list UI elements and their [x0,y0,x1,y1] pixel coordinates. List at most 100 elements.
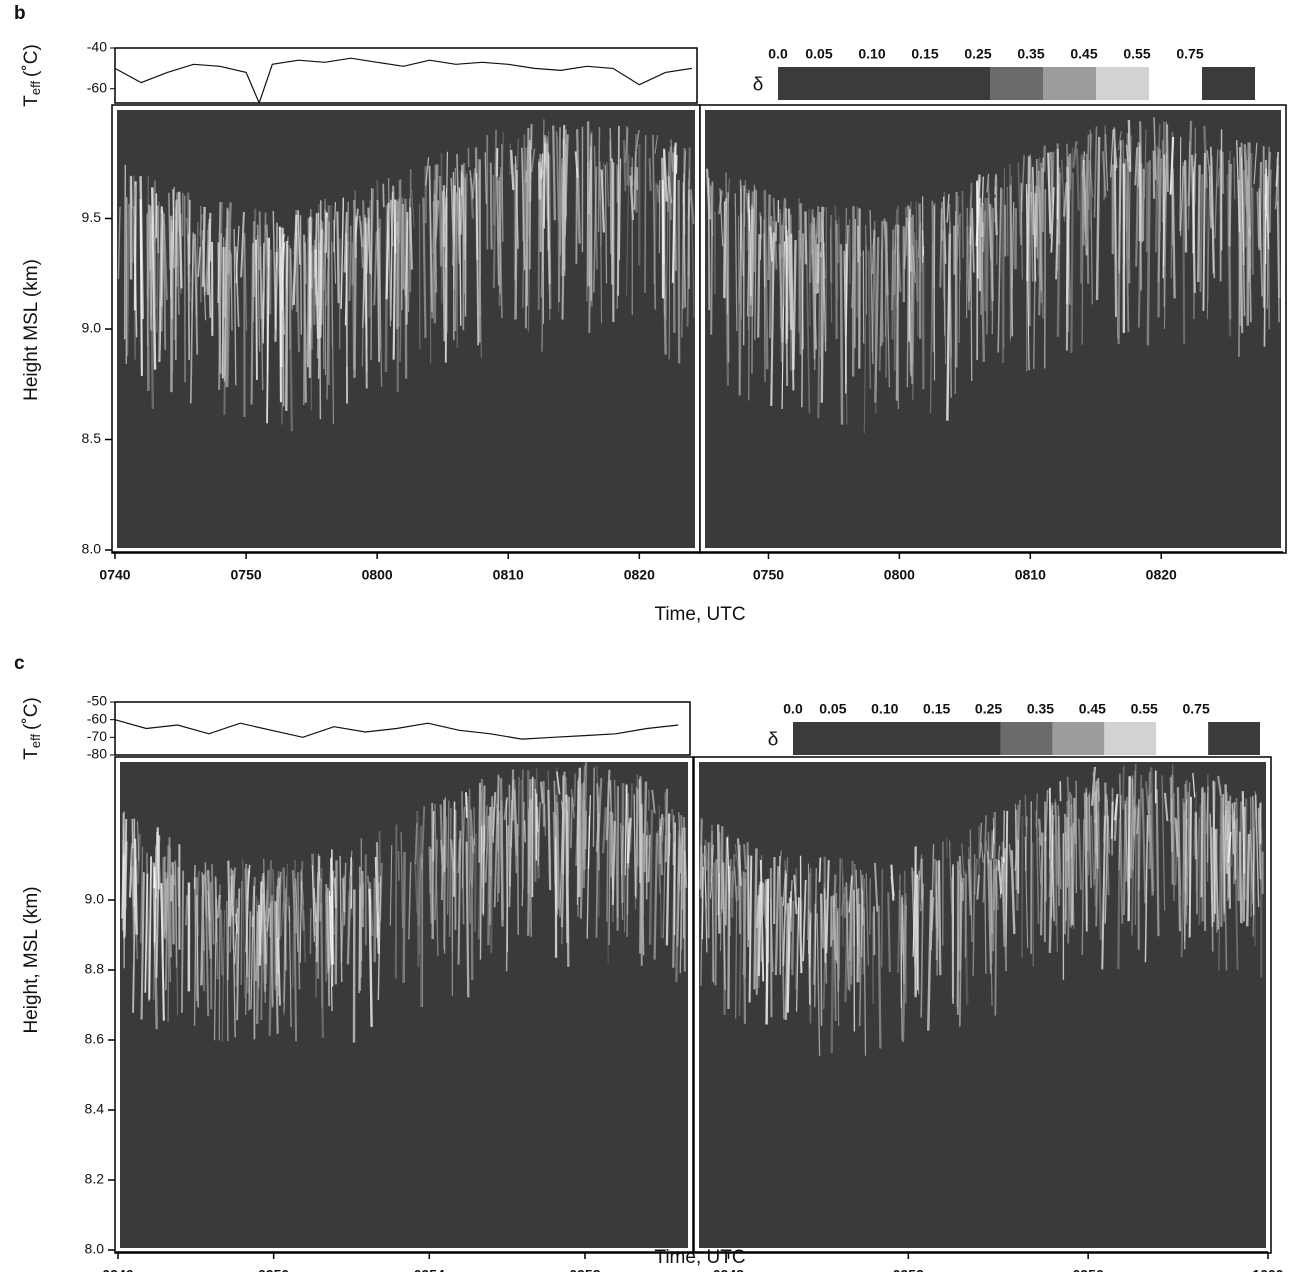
lidar-streak [1070,794,1075,929]
lidar-streak [499,778,504,920]
lidar-streak [815,206,820,238]
lidar-streak [575,167,578,264]
lidar-streak [1065,166,1069,351]
lidar-streak [710,842,714,877]
colorbar-segment [1104,722,1157,755]
lidar-streak [812,903,817,985]
lidar-streak [910,248,915,313]
lidar-streak [1127,119,1132,172]
lidar-streak [1090,815,1095,886]
lidar-streak [1233,156,1236,200]
lidar-streak [970,226,973,381]
lidar-streak [1118,795,1122,871]
lidar-streak [983,854,987,974]
temp-tick-label: -70 [87,728,107,744]
lidar-streak [609,140,612,255]
lidar-streak [358,890,361,994]
lidar-streak [139,176,144,319]
lidar-streak [1001,858,1006,947]
lidar-streak [739,179,744,277]
lidar-streak [216,894,221,919]
lidar-streak [223,207,229,382]
lidar-streak [282,867,288,971]
lidar-streak [453,801,456,897]
lidar-streak [274,901,279,1034]
lidar-streak [310,245,315,350]
lidar-streak [1206,150,1211,175]
lidar-streak [193,234,199,355]
lidar-streak [1227,150,1232,232]
colorbar-label: 0.55 [1123,46,1150,62]
lidar-streak [912,232,916,401]
lidar-streak [920,223,924,273]
lidar-streak [853,889,856,1032]
lidar-streak [1178,820,1182,896]
lidar-streak [900,896,903,1008]
lidar-streak [1103,125,1107,201]
x-tick-label: 0740 [99,567,130,583]
colorbar-segment [1052,722,1105,755]
lidar-streak [482,785,486,914]
lidar-streak [505,799,509,953]
lidar-streak [285,240,289,411]
lidar-streak [829,228,833,323]
lidar-streak [336,211,340,304]
lidar-streak [444,797,446,954]
lidar-streak [153,845,157,949]
lidar-streak [667,151,670,212]
lidar-streak [651,789,656,814]
lidar-streak [1162,154,1165,279]
lidar-streak [547,770,552,866]
lidar-streak [784,903,790,1020]
lidar-streak [136,821,140,861]
lidar-streak [863,908,867,1056]
colorbar-segment [1208,722,1260,755]
lidar-streak [1066,776,1071,838]
lidar-streak [1196,817,1201,891]
lidar-streak [189,232,195,404]
lidar-streak [140,872,145,1020]
lidar-streak [699,819,704,888]
lidar-streak [1153,117,1157,180]
lidar-streak [1093,792,1097,907]
lidar-streak [197,246,202,278]
lidar-streak [1117,818,1122,970]
colorbar-segment [990,67,1043,100]
lidar-streak [897,224,899,410]
lidar-streak [881,249,884,343]
lidar-streak [869,210,874,365]
lidar-streak [820,893,823,1026]
lidar-streak [735,885,738,1019]
lidar-streak [661,157,665,265]
lidar-streak [488,796,494,925]
lidar-streak [671,808,676,842]
lidar-streak [633,134,638,200]
lidar-streak [740,188,742,320]
lidar-streak [1183,160,1188,253]
lidar-streak [833,907,837,1022]
lidar-streak [780,224,785,307]
lidar-streak [760,894,764,962]
lidar-streak [132,184,137,264]
colorbar-symbol: δ [768,730,779,751]
temp-tick-label: -80 [87,746,107,762]
lidar-streak [890,876,895,897]
lidar-streak [428,165,433,313]
lidar-streak [377,226,381,303]
lidar-streak [226,900,229,1042]
temp-tick-label: -60 [87,710,107,726]
lidar-streak [945,837,948,858]
lidar-streak [958,855,963,892]
lidar-streak [871,229,875,275]
lidar-streak [672,841,676,968]
lidar-streak [689,189,695,224]
x-axis-label: Time, UTC [654,1247,745,1268]
lidar-streak [841,858,846,919]
lidar-streak [578,767,582,897]
colorbar-segment [1156,722,1209,755]
lidar-streak [1252,796,1255,916]
lidar-streak [976,874,980,900]
lidar-streak [725,172,729,315]
lidar-streak [767,194,771,280]
